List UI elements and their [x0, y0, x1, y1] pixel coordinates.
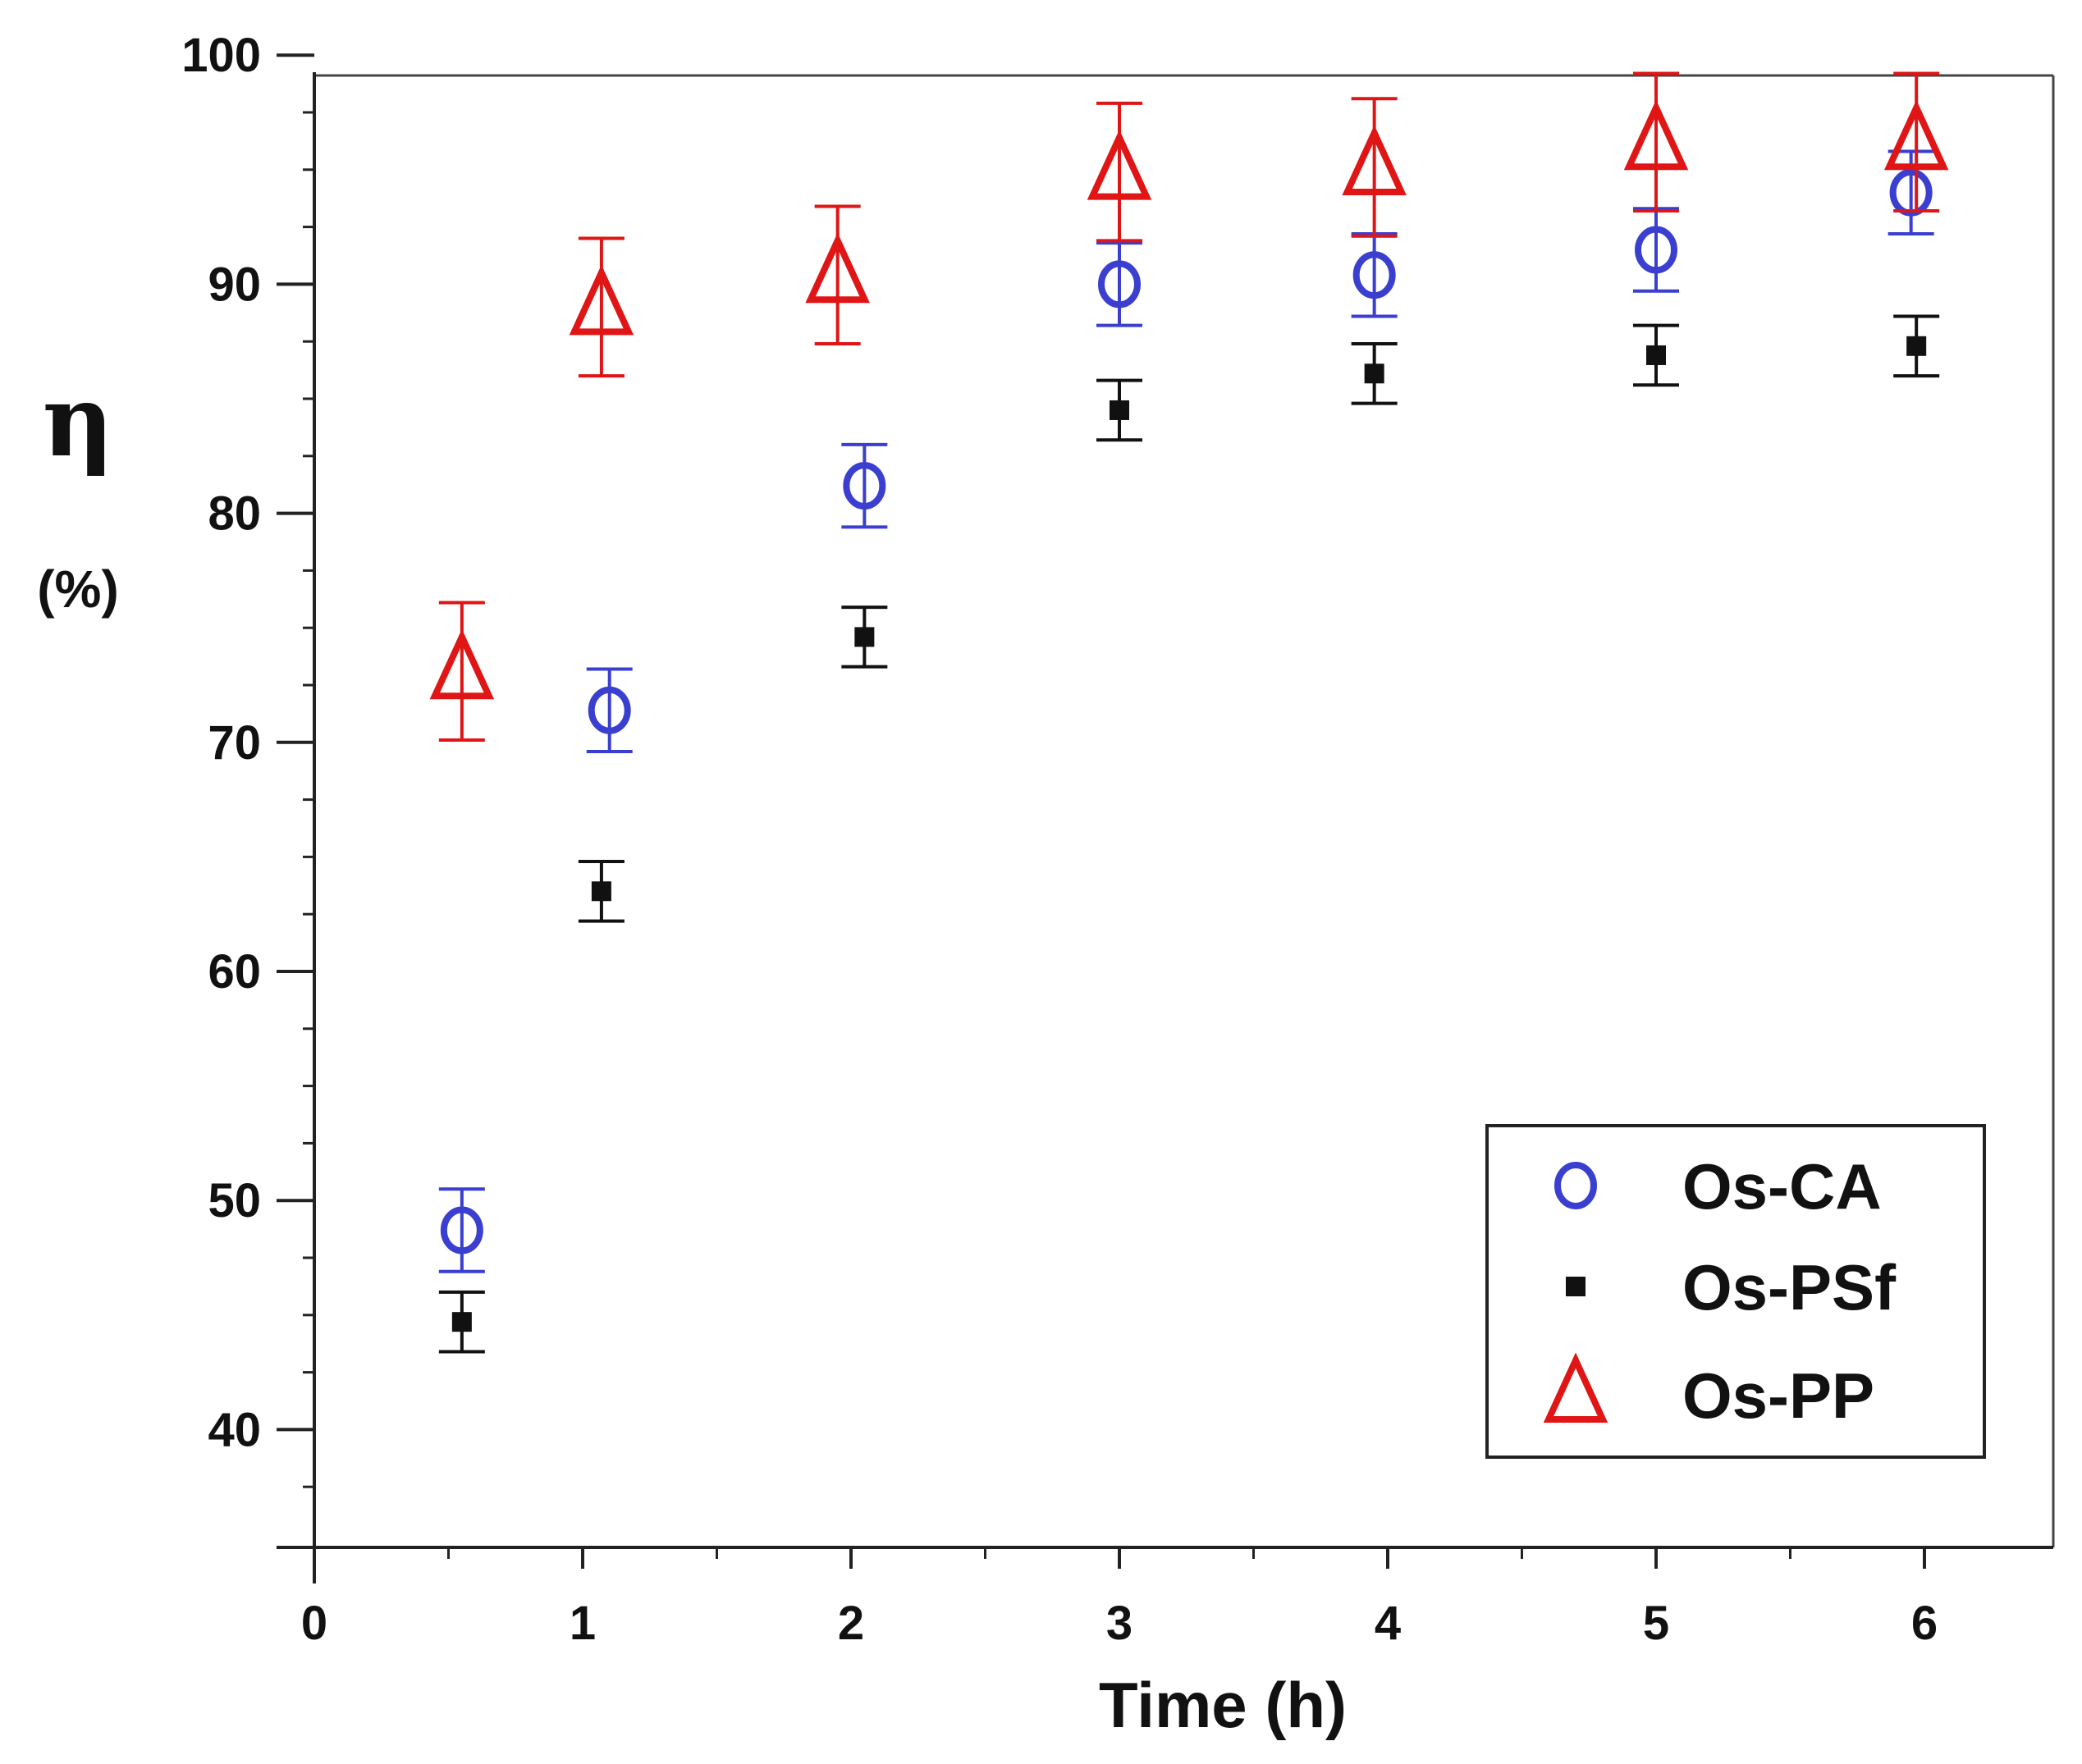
- y-tick-label: 50: [208, 1174, 261, 1227]
- legend-label: Os-PP: [1682, 1360, 1874, 1432]
- x-tick-label: 5: [1643, 1597, 1669, 1650]
- series-os-ca: [438, 149, 1934, 1273]
- x-tick-label: 4: [1375, 1597, 1401, 1650]
- x-axis-title: Time (h): [1099, 1669, 1347, 1741]
- y-tick-label: 40: [208, 1403, 261, 1456]
- legend-item-os-psf: Os-PSf: [1566, 1251, 1897, 1323]
- data-point: [591, 881, 611, 902]
- legend-marker: [1554, 1162, 1597, 1209]
- data-point: [1635, 226, 1677, 274]
- data-point: [854, 627, 875, 647]
- plot-frame: [277, 72, 2055, 1583]
- legend-item-os-ca: Os-CA: [1554, 1150, 1882, 1222]
- data-point: [1352, 251, 1396, 299]
- series-os-psf: [438, 314, 1940, 1354]
- data-point: [805, 232, 870, 304]
- data-series: [429, 71, 1949, 1354]
- legend-label: Os-CA: [1682, 1150, 1882, 1222]
- data-point: [588, 686, 631, 734]
- x-tick-label: 1: [570, 1597, 596, 1650]
- data-point: [569, 264, 634, 336]
- axis-labels: Time (h) η (%): [37, 363, 1347, 1741]
- y-axis-title-symbol: η: [42, 363, 113, 479]
- legend-marker: [1566, 1277, 1586, 1296]
- data-point: [1623, 99, 1689, 171]
- data-point: [843, 462, 886, 510]
- legend-label: Os-PSf: [1682, 1251, 1897, 1323]
- data-point: [429, 628, 495, 700]
- data-point: [451, 1312, 472, 1332]
- x-tick-label: 3: [1106, 1597, 1133, 1650]
- data-point: [1342, 125, 1407, 196]
- x-tick-label: 6: [1911, 1597, 1938, 1650]
- data-point: [1098, 260, 1141, 308]
- data-point: [1906, 336, 1927, 356]
- legend-marker: [1543, 1352, 1608, 1423]
- y-tick-label: 70: [208, 716, 261, 770]
- x-tick-label: 2: [838, 1597, 864, 1650]
- y-axis-title-unit: (%): [37, 560, 119, 619]
- y-tick-label: 80: [208, 487, 261, 541]
- data-point: [440, 1206, 483, 1254]
- data-point: [1883, 99, 1949, 171]
- data-point: [1110, 400, 1129, 420]
- axis-ticks: 40 50 60 70 80 90 100 0 1 2 3 4 5 6: [181, 29, 1938, 1650]
- series-os-pp: [429, 71, 1949, 743]
- y-tick-label: 60: [208, 945, 261, 999]
- y-tick-label: 90: [208, 258, 261, 311]
- data-point: [1889, 168, 1933, 217]
- legend: Os-CA Os-PSf Os-PP: [1485, 1124, 1986, 1459]
- data-point: [1087, 129, 1152, 200]
- legend-item-os-pp: Os-PP: [1543, 1352, 1874, 1432]
- data-point: [1646, 345, 1666, 365]
- x-tick-label: 0: [301, 1597, 327, 1650]
- y-tick-label: 100: [181, 29, 261, 82]
- data-point: [1364, 363, 1384, 384]
